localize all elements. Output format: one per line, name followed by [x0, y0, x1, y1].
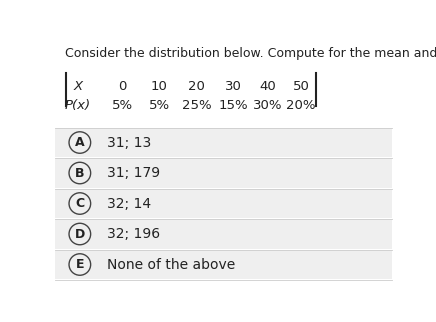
Text: 30%: 30%: [252, 99, 282, 112]
Text: E: E: [75, 258, 84, 271]
Text: None of the above: None of the above: [107, 258, 235, 271]
FancyBboxPatch shape: [54, 189, 392, 218]
Text: A: A: [75, 136, 85, 149]
Text: 0: 0: [118, 80, 126, 92]
Text: C: C: [75, 197, 85, 210]
Text: 20%: 20%: [286, 99, 316, 112]
FancyBboxPatch shape: [54, 219, 392, 249]
Text: D: D: [75, 228, 85, 241]
Text: X: X: [74, 80, 83, 92]
Text: 20: 20: [188, 80, 205, 92]
Text: 30: 30: [225, 80, 242, 92]
Text: 15%: 15%: [219, 99, 249, 112]
Text: P(x): P(x): [65, 99, 91, 112]
FancyBboxPatch shape: [54, 128, 392, 157]
Text: 10: 10: [151, 80, 168, 92]
Text: 32; 196: 32; 196: [107, 227, 160, 241]
Text: B: B: [75, 166, 85, 180]
Text: 31; 179: 31; 179: [107, 166, 160, 180]
Text: 5%: 5%: [149, 99, 170, 112]
Text: 50: 50: [293, 80, 310, 92]
Text: 5%: 5%: [112, 99, 133, 112]
Text: 31; 13: 31; 13: [107, 136, 151, 149]
Text: 25%: 25%: [182, 99, 211, 112]
FancyBboxPatch shape: [54, 158, 392, 188]
FancyBboxPatch shape: [54, 250, 392, 279]
Text: 32; 14: 32; 14: [107, 196, 151, 211]
Text: Consider the distribution below. Compute for the mean and variance.: Consider the distribution below. Compute…: [65, 47, 436, 60]
Text: 40: 40: [259, 80, 276, 92]
